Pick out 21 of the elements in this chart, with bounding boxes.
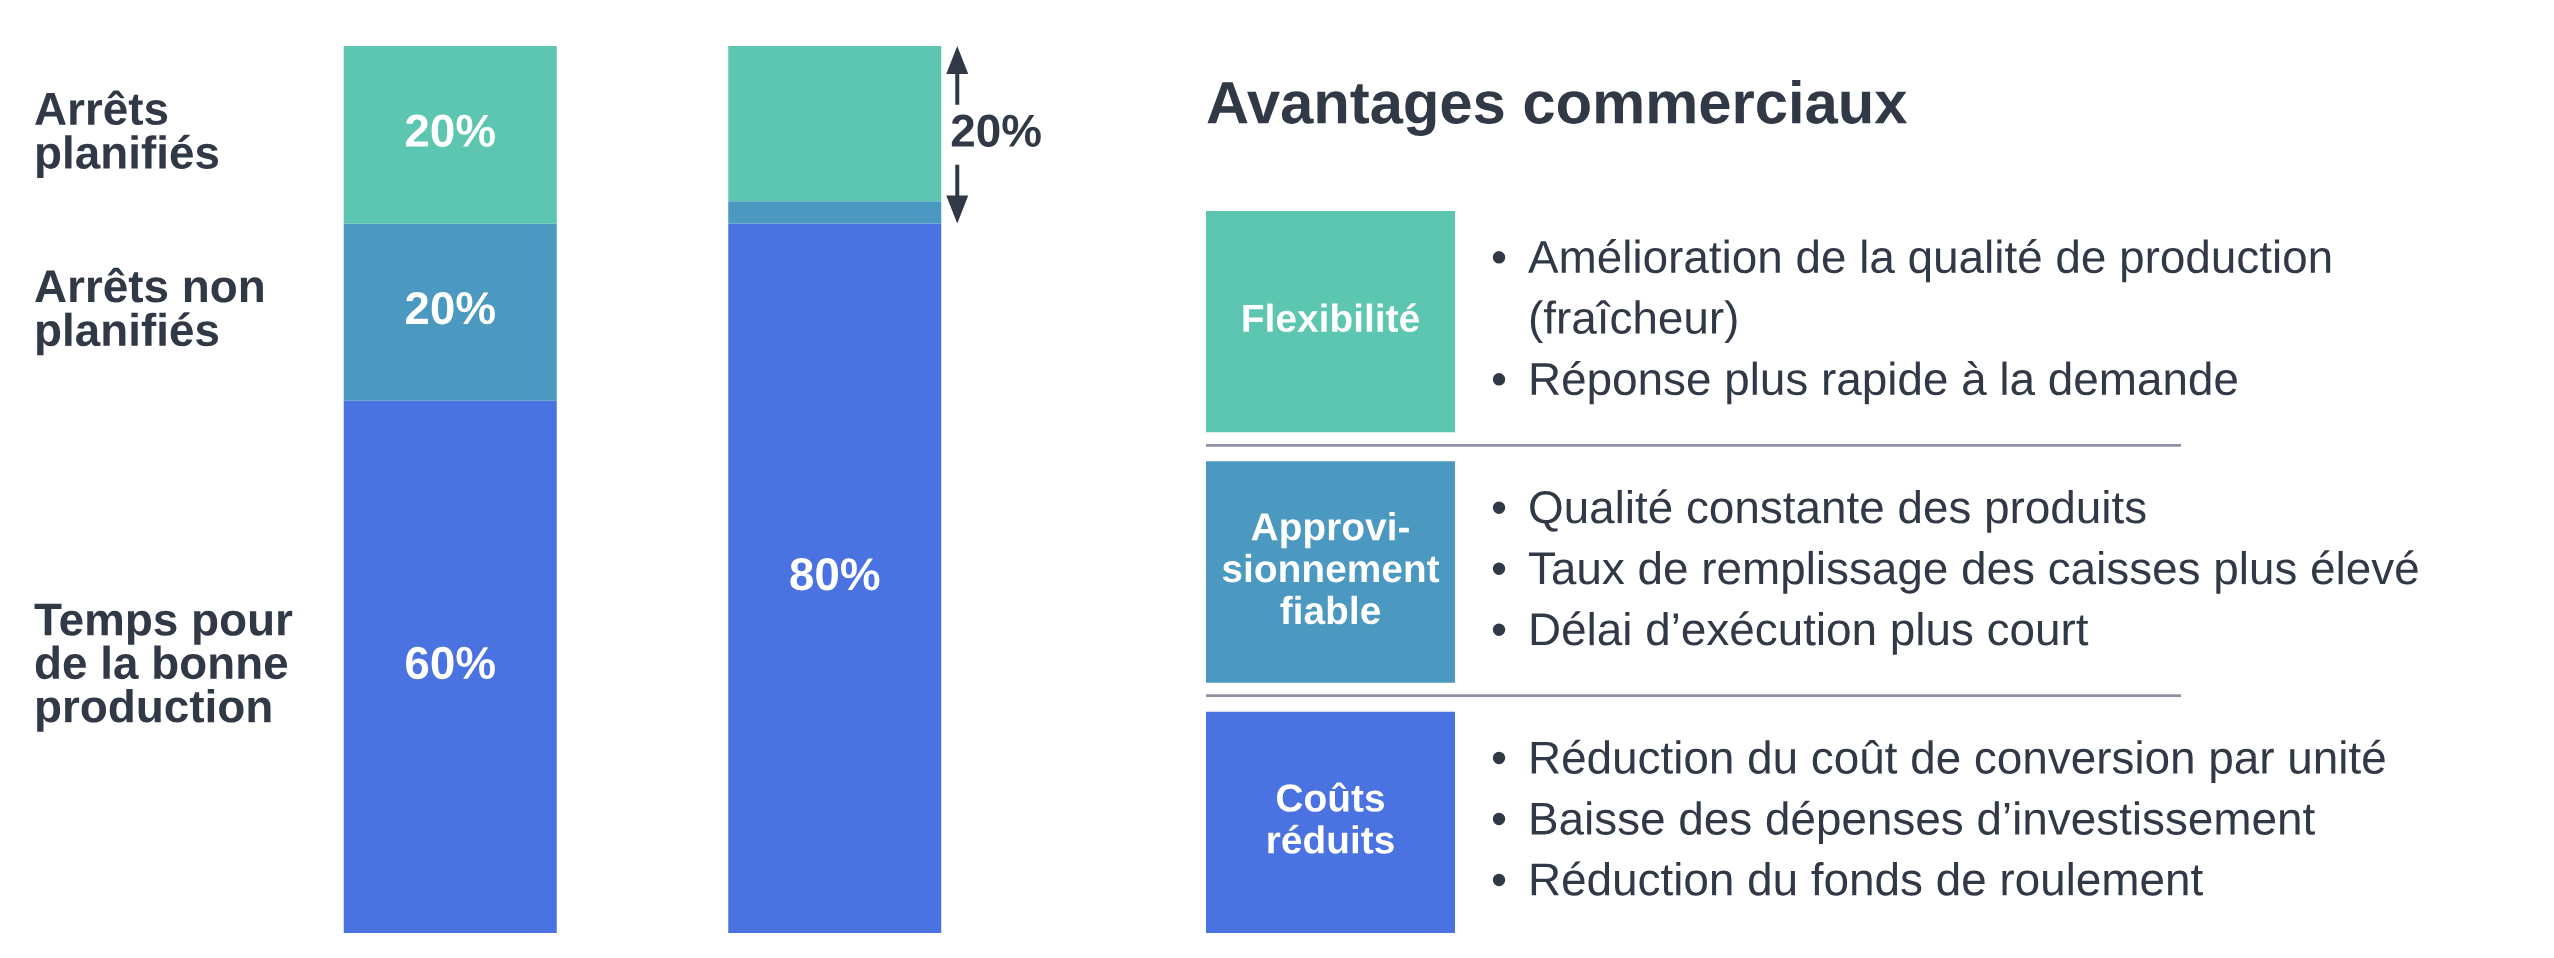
category-label: Approvi- sionnement fiable xyxy=(1222,511,1440,625)
text: Avantages commerciaux xyxy=(1207,80,1908,136)
data-label: 60% xyxy=(406,646,495,680)
bar xyxy=(728,201,942,224)
category-label: Coûts réduits xyxy=(1268,782,1394,854)
series-label: Arrêts non planifiés xyxy=(35,267,263,356)
series-label: Temps pour de la bonne production xyxy=(34,603,293,732)
category-label: Flexibilité xyxy=(1243,303,1419,333)
bar xyxy=(343,400,557,933)
bar xyxy=(728,46,942,202)
data-label: 20% xyxy=(405,114,495,147)
data-label: 20% xyxy=(405,291,495,325)
annotation: 20% xyxy=(951,114,1041,147)
text: • Qualité constante des produits • Taux de remplissage des caisses plus élevé • Délai d’exécution plus court xyxy=(1492,489,2418,655)
text: • Réduction du coût de conversion par unité • Baisse des dépenses d’investissement • Réduction du fonds de roulement xyxy=(1492,739,2385,896)
bar xyxy=(343,223,557,401)
text: • Amélioration de la qualité de production (fraîcheur) • Réponse plus rapide à la demande xyxy=(1492,239,2331,405)
bar xyxy=(343,46,557,224)
text: Arrêts planifiés xyxy=(35,90,219,178)
bar xyxy=(728,223,942,933)
data-label: 80% xyxy=(790,558,880,591)
